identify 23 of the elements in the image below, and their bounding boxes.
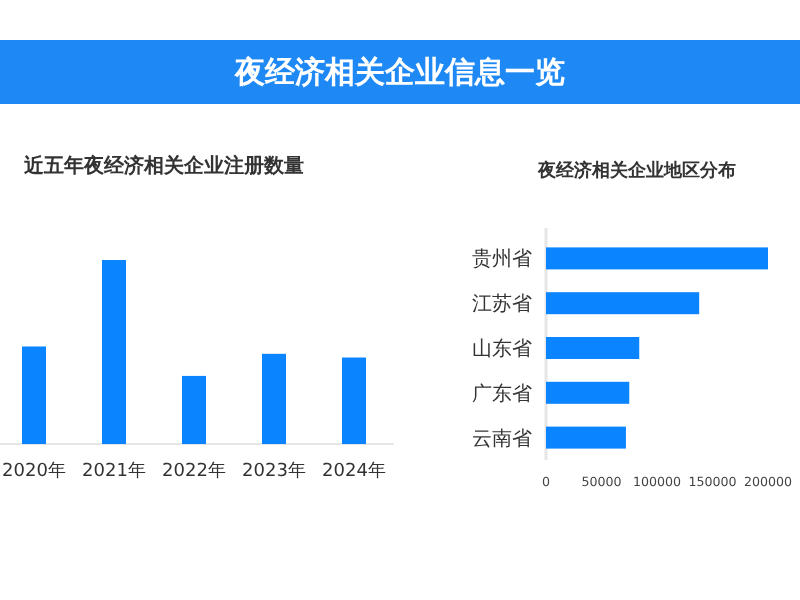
- y-tick-label: 贵州省: [472, 247, 532, 272]
- y-tick-label: 广东省: [472, 381, 532, 406]
- y-tick-label: 江苏省: [472, 292, 532, 317]
- y-tick-label: 云南省: [472, 426, 532, 451]
- y-tick-label: 山东省: [472, 337, 532, 361]
- bar: [546, 426, 626, 449]
- bar: [546, 247, 768, 270]
- x-tick-label: 2021年: [82, 460, 146, 482]
- x-tick-label: 2024年: [322, 460, 386, 482]
- bar: [342, 357, 366, 444]
- x-tick-label: 2020年: [2, 460, 66, 482]
- chart-subtitle: 近五年夜经济相关企业注册数量: [22, 154, 304, 178]
- bar: [22, 346, 46, 444]
- bar: [546, 292, 700, 315]
- chart-title: 夜经济相关企业信息一览: [233, 54, 565, 90]
- bar: [262, 353, 286, 444]
- x-tick-label: 2023年: [242, 460, 306, 482]
- x-tick-label: 2022年: [162, 460, 226, 482]
- bar: [546, 337, 640, 359]
- bar: [102, 260, 126, 444]
- chart-title: 夜经济相关企业地区分布: [536, 160, 736, 182]
- bar: [546, 381, 630, 404]
- bar: [182, 375, 206, 444]
